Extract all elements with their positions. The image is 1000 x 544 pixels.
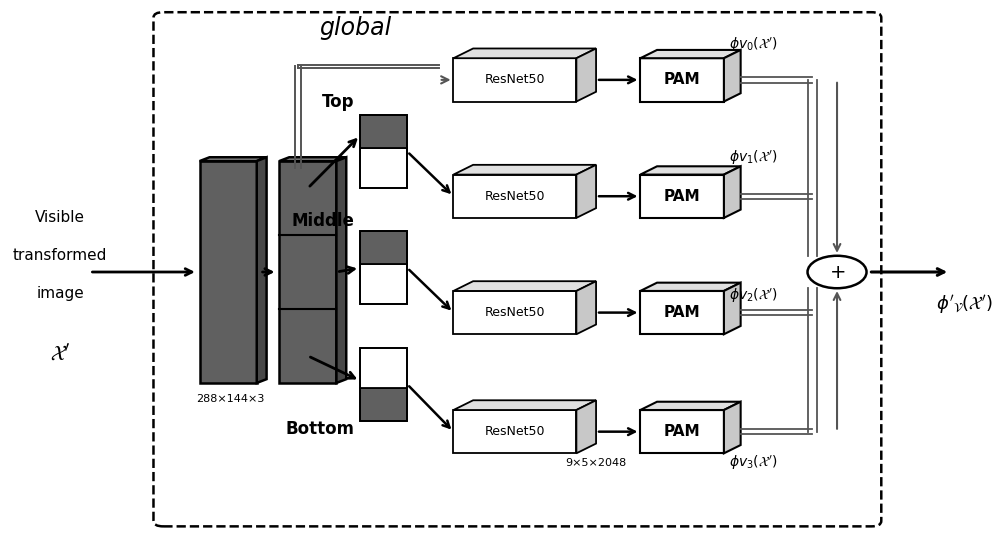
Text: PAM: PAM — [664, 189, 700, 204]
Polygon shape — [724, 401, 741, 453]
Polygon shape — [640, 50, 741, 58]
Text: global: global — [319, 16, 391, 40]
Polygon shape — [453, 400, 596, 410]
Text: $\phi v_3(\mathcal{X}')$: $\phi v_3(\mathcal{X}')$ — [729, 453, 777, 472]
Bar — [453, 410, 576, 453]
Polygon shape — [200, 157, 267, 161]
Bar — [360, 115, 407, 188]
Text: transformed: transformed — [13, 248, 107, 263]
Polygon shape — [640, 283, 741, 291]
Text: PAM: PAM — [664, 424, 700, 439]
Polygon shape — [640, 401, 741, 410]
Bar — [360, 148, 407, 188]
Polygon shape — [724, 50, 741, 102]
Polygon shape — [257, 157, 267, 383]
Polygon shape — [576, 400, 596, 453]
Bar — [360, 115, 407, 148]
Bar — [360, 231, 407, 264]
Bar — [360, 264, 407, 305]
Bar — [360, 231, 407, 305]
Bar — [640, 58, 724, 102]
Bar — [640, 291, 724, 334]
Bar — [453, 291, 576, 334]
Bar — [360, 348, 407, 388]
Text: $\phi v_0(\mathcal{X}')$: $\phi v_0(\mathcal{X}')$ — [729, 35, 777, 54]
Text: Top: Top — [322, 92, 354, 110]
Text: Bottom: Bottom — [285, 420, 354, 438]
Text: PAM: PAM — [664, 305, 700, 320]
Polygon shape — [453, 281, 596, 291]
Polygon shape — [576, 281, 596, 334]
Polygon shape — [640, 166, 741, 175]
Polygon shape — [576, 165, 596, 218]
Text: image: image — [36, 286, 84, 301]
Bar — [279, 161, 336, 383]
Text: ResNet50: ResNet50 — [485, 190, 545, 203]
Text: 9×5×2048: 9×5×2048 — [565, 458, 627, 467]
Polygon shape — [724, 166, 741, 218]
Polygon shape — [336, 157, 346, 383]
Bar — [640, 410, 724, 453]
Polygon shape — [279, 157, 346, 161]
Text: $+$: $+$ — [829, 263, 845, 281]
Text: ResNet50: ResNet50 — [485, 425, 545, 438]
Polygon shape — [453, 48, 596, 58]
Polygon shape — [453, 165, 596, 175]
Bar — [360, 388, 407, 421]
Text: $\mathcal{X}'$: $\mathcal{X}'$ — [50, 342, 70, 364]
Bar — [453, 58, 576, 102]
Bar — [200, 161, 257, 383]
Bar — [453, 175, 576, 218]
Text: ResNet50: ResNet50 — [485, 306, 545, 319]
Bar — [640, 175, 724, 218]
Polygon shape — [576, 48, 596, 102]
Text: $\phi'_\mathcal{V}(\mathcal{X}')$: $\phi'_\mathcal{V}(\mathcal{X}')$ — [936, 293, 993, 316]
Text: 288×144×3: 288×144×3 — [196, 394, 264, 404]
Text: Visible: Visible — [35, 211, 85, 225]
Text: $\phi v_2(\mathcal{X}')$: $\phi v_2(\mathcal{X}')$ — [729, 287, 777, 305]
Text: PAM: PAM — [664, 72, 700, 88]
Text: ResNet50: ResNet50 — [485, 73, 545, 86]
Bar — [360, 348, 407, 421]
Text: Middle: Middle — [291, 212, 354, 230]
Text: $\phi v_1(\mathcal{X}')$: $\phi v_1(\mathcal{X}')$ — [729, 149, 777, 168]
Polygon shape — [724, 283, 741, 334]
